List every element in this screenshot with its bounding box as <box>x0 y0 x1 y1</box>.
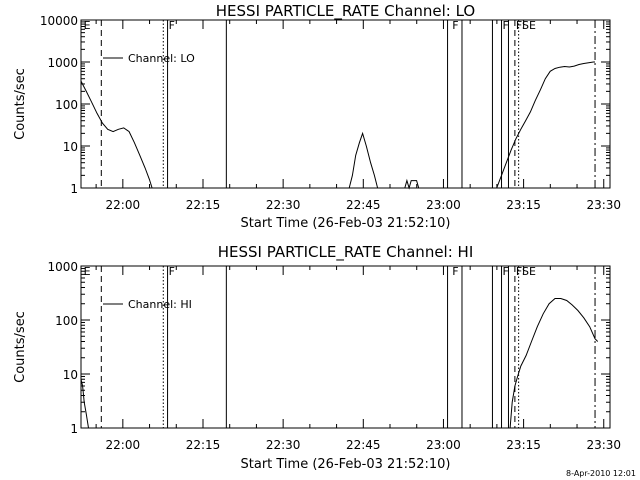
flag-label: F <box>503 265 509 278</box>
series-line-segment <box>509 298 599 429</box>
y-tick-label: 10 <box>63 368 78 382</box>
y-axis-label: Counts/sec <box>13 68 28 140</box>
date-stamp: 8-Apr-2010 12:01 <box>566 469 636 478</box>
series-line-segment <box>348 131 379 189</box>
flag-label: FSE <box>516 265 536 278</box>
x-tick-label: 23:00 <box>426 198 461 212</box>
x-tick-label: 23:15 <box>506 198 541 212</box>
chart-title: HESSI PARTICLE_RATE Channel: HI <box>218 243 474 262</box>
flag-label: F <box>452 19 458 32</box>
plot-frame <box>80 19 611 189</box>
x-tick-label: 22:00 <box>106 198 141 212</box>
x-tick-label: 22:15 <box>186 198 221 212</box>
legend-label: Channel: LO <box>128 52 195 65</box>
x-tick-label: 22:15 <box>186 438 221 452</box>
series-line-segment <box>80 80 153 189</box>
y-axis-label: Counts/sec <box>13 311 28 383</box>
flag-label: FSE <box>516 19 536 32</box>
flag-label: F <box>503 19 509 32</box>
chart-title: HESSI PARTICLE_RATE Channel: LO <box>216 2 475 21</box>
x-tick-label: 23:30 <box>586 438 621 452</box>
y-tick-label: 1000 <box>47 260 78 274</box>
y-tick-label: 1 <box>70 182 78 196</box>
x-tick-label: 23:15 <box>506 438 541 452</box>
y-tick-label: 1 <box>70 422 78 436</box>
flag-label: F <box>452 265 458 278</box>
x-tick-label: 22:45 <box>346 198 381 212</box>
flag-label: E <box>84 19 91 32</box>
x-tick-label: 23:30 <box>586 198 621 212</box>
x-axis-label: Start Time (26-Feb-03 21:52:10) <box>241 216 451 231</box>
y-tick-label: 100 <box>55 98 78 112</box>
series-line-segment <box>80 379 89 429</box>
series-line-segment <box>496 61 595 189</box>
x-tick-label: 22:00 <box>106 438 141 452</box>
y-tick-label: 10000 <box>40 14 78 28</box>
legend-label: Channel: HI <box>128 298 192 311</box>
x-tick-label: 22:30 <box>266 198 301 212</box>
x-tick-label: 23:00 <box>426 438 461 452</box>
x-tick-label: 22:45 <box>346 438 381 452</box>
x-tick-label: 22:30 <box>266 438 301 452</box>
y-tick-label: 10 <box>63 140 78 154</box>
x-axis-label: Start Time (26-Feb-03 21:52:10) <box>241 457 451 472</box>
plot-frame <box>80 265 611 429</box>
y-tick-label: 100 <box>55 314 78 328</box>
flag-label: F <box>169 265 175 278</box>
flag-label: E <box>84 265 91 278</box>
series-line-segment <box>404 178 420 190</box>
flag-label: F <box>169 19 175 32</box>
y-tick-label: 1000 <box>47 56 78 70</box>
